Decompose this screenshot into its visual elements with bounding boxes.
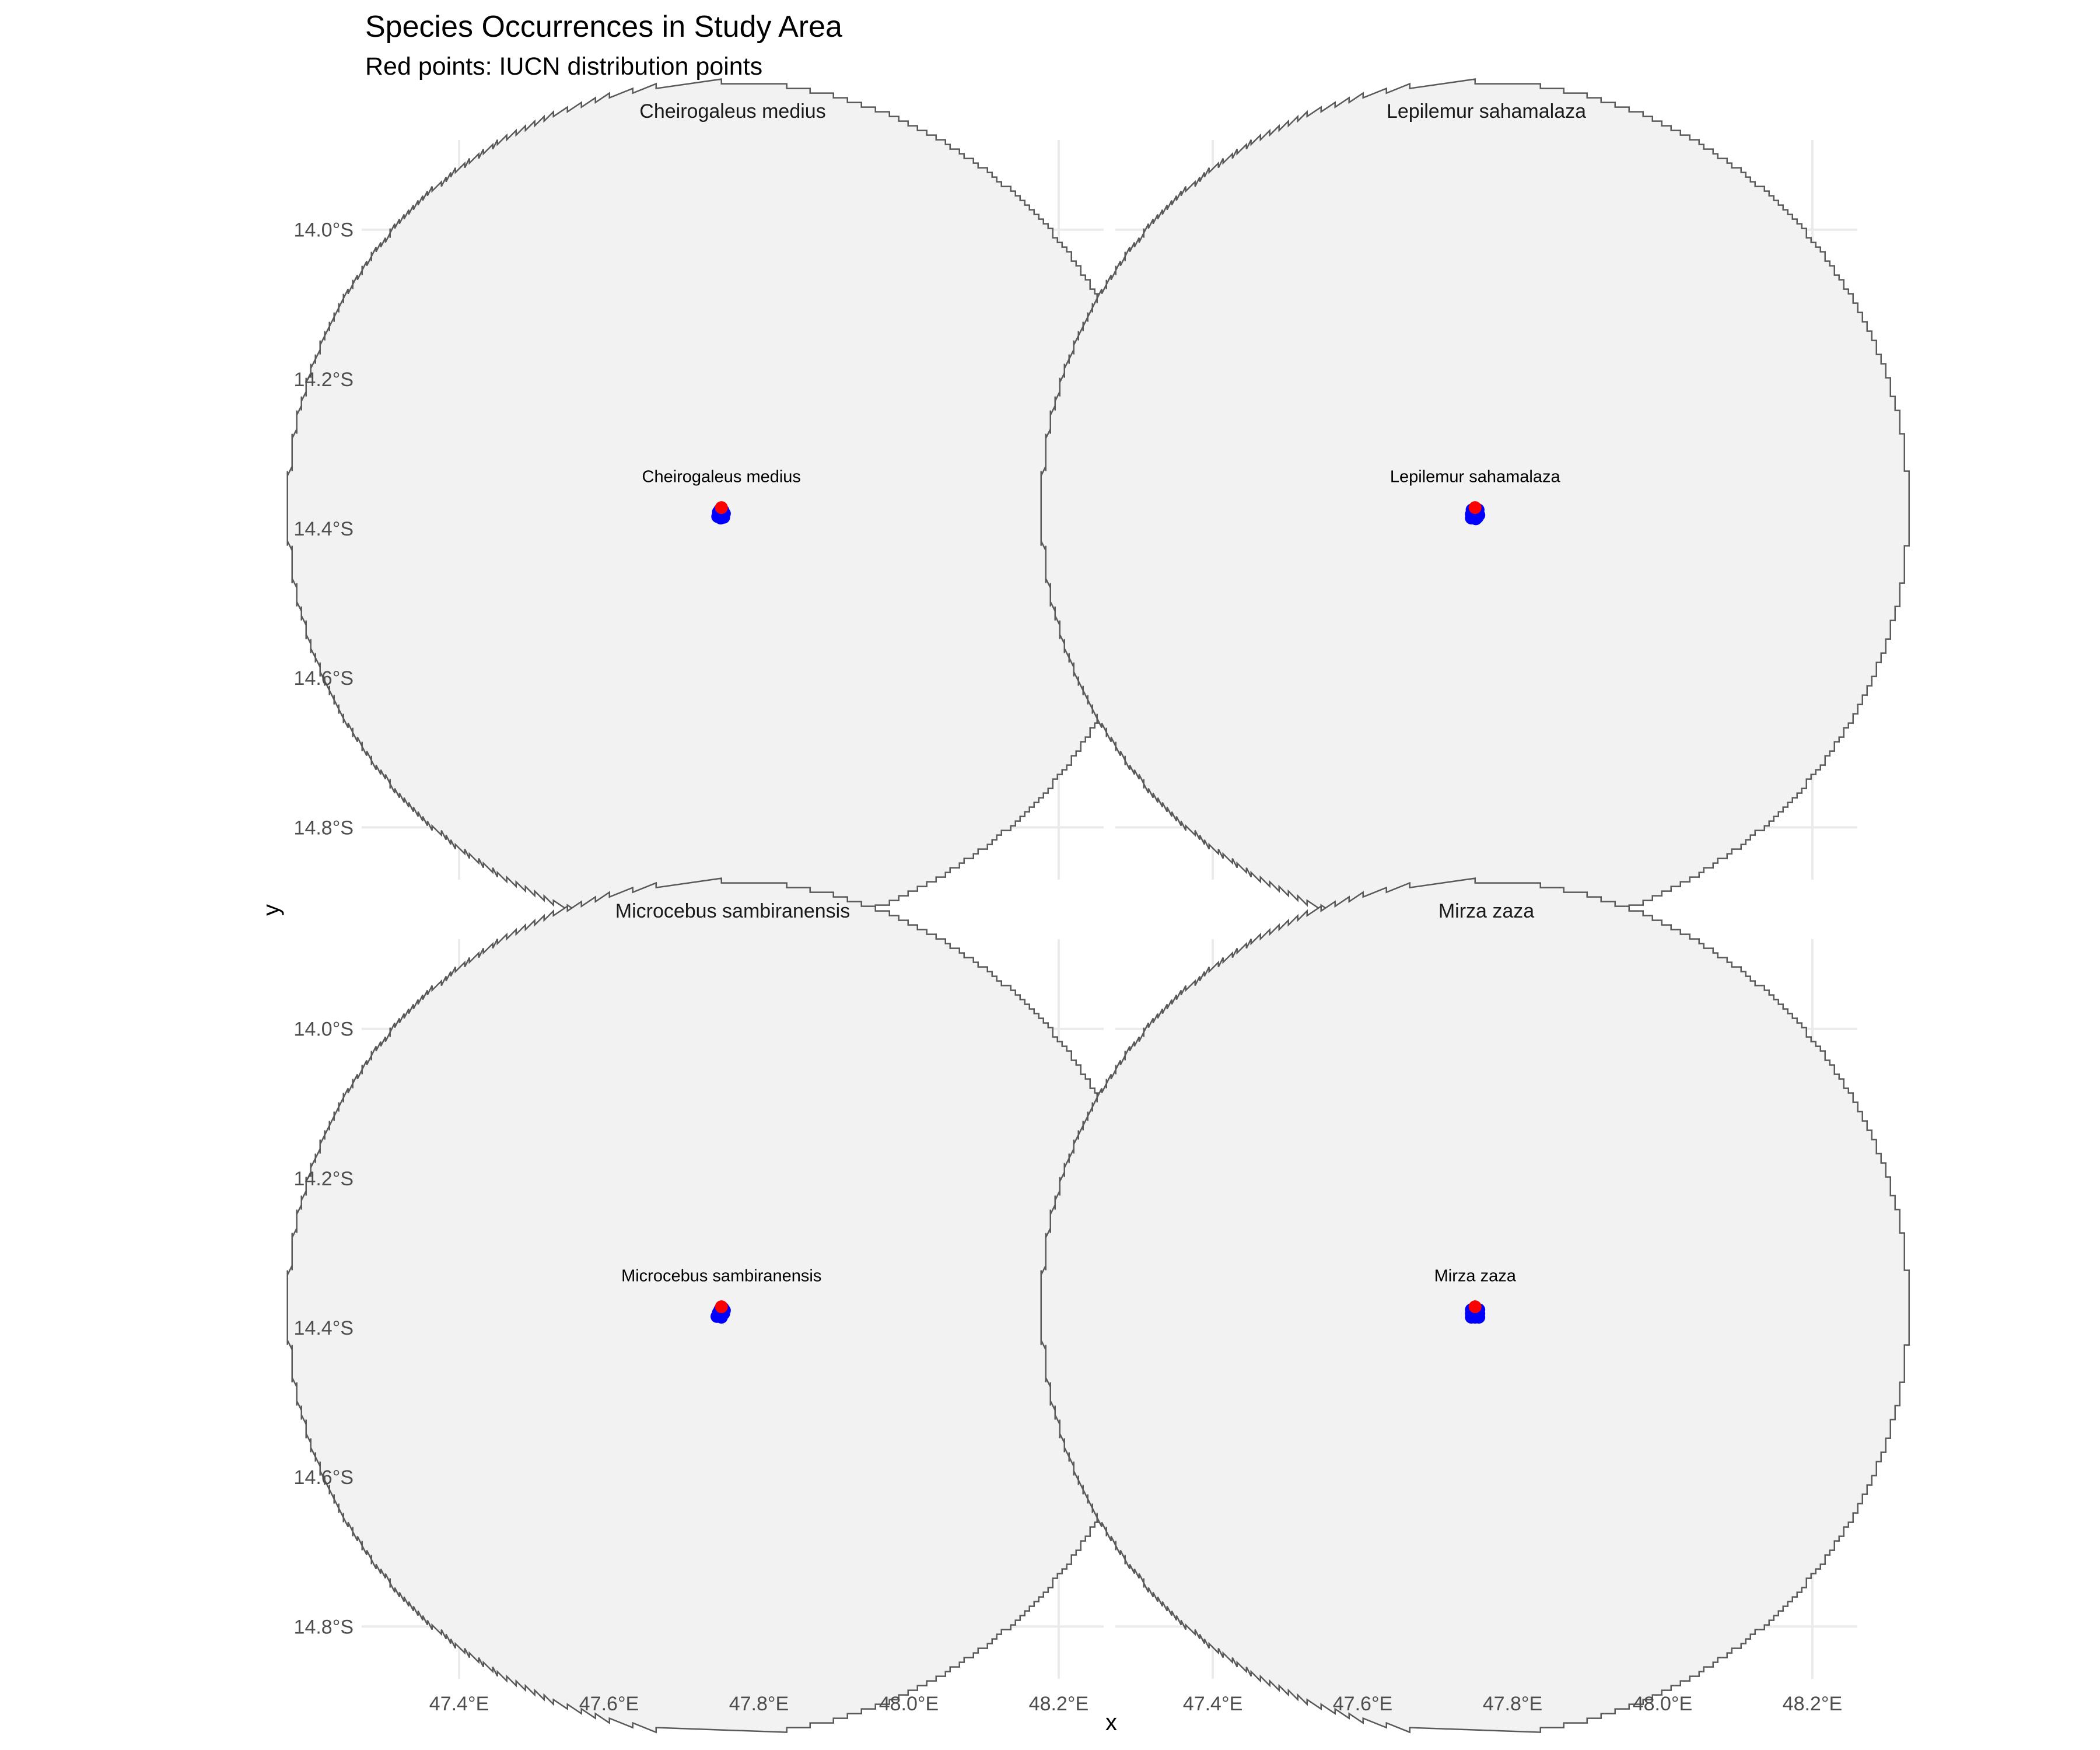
x-tick-label: 47.6°E [579,1693,639,1715]
occurrence-point [715,1311,728,1324]
iucn-point [715,1300,728,1314]
x-tick-label: 47.8°E [1483,1693,1542,1715]
facet-title: Mirza zaza [1438,900,1534,922]
y-tick-label: 14.6°S [294,1466,354,1489]
facet-title: Cheirogaleus medius [639,100,825,123]
y-tick-label: 14.4°S [294,1317,354,1339]
x-tick-label: 48.0°E [1633,1693,1692,1715]
iucn-point [715,501,728,514]
x-axis-label: x [1105,1710,1117,1735]
species-map-label: Lepilemur sahamalaza [1390,467,1561,486]
species-map-label: Microcebus sambiranensis [621,1266,821,1285]
x-tick-label: 48.0°E [879,1693,939,1715]
x-tick-label: 47.8°E [729,1693,789,1715]
x-tick-label: 47.4°E [1183,1693,1242,1715]
chart-title: Species Occurrences in Study Area [365,10,842,44]
x-tick-label: 47.6°E [1333,1693,1392,1715]
x-tick-label: 48.2°E [1783,1693,1842,1715]
occurrence-point [1472,1311,1486,1324]
species-map-label: Mirza zaza [1434,1266,1517,1285]
y-tick-label: 14.6°S [294,667,354,690]
y-tick-label: 14.0°S [294,219,354,242]
facet-title: Lepilemur sahamalaza [1387,100,1586,123]
y-tick-label: 14.4°S [294,518,354,540]
y-tick-label: 14.0°S [294,1019,354,1041]
occurrence-point [1469,512,1483,526]
facet-title: Microcebus sambiranensis [615,900,850,922]
y-tick-label: 14.2°S [294,1168,354,1190]
occurrence-point [714,512,727,525]
y-tick-label: 14.2°S [294,369,354,391]
iucn-point [1468,1300,1482,1314]
y-tick-label: 14.8°S [294,817,354,839]
x-tick-label: 48.2°E [1029,1693,1088,1715]
y-tick-label: 14.8°S [294,1616,354,1638]
chart-subtitle: Red points: IUCN distribution points [365,52,763,80]
x-tick-label: 47.4°E [429,1693,489,1715]
iucn-point [1468,501,1482,514]
species-map-label: Cheirogaleus medius [642,467,801,486]
